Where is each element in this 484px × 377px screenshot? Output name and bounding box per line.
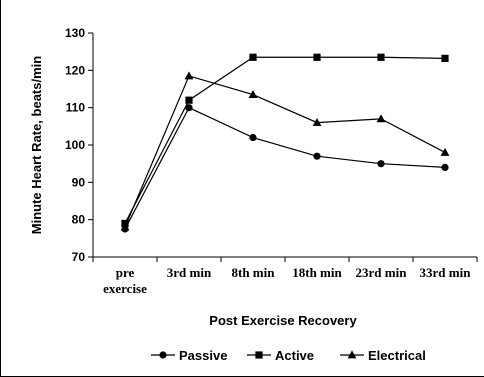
y-tick-label: 90 [72,175,86,189]
legend-item-electrical: Electrical [340,348,426,363]
passive-data-point [377,160,385,168]
x-tick-label: 8th min [232,265,276,280]
y-tick-label: 80 [72,213,86,227]
y-tick-label: 70 [72,250,86,264]
legend: Passive Active Electrical [151,348,426,363]
y-axis-ticks: 70 80 90 100 110 120 130 [65,26,93,264]
legend-marker-square [255,351,263,359]
electrical-data-point [440,147,450,156]
electrical-data-point [120,222,130,231]
legend-label: Active [275,348,314,363]
y-tick-label: 120 [65,63,85,77]
passive-data-point [441,163,449,171]
legend-item-active: Active [247,348,314,363]
electrical-series-line [124,75,446,228]
legend-label: Electrical [368,348,426,363]
passive-data-point [313,152,321,160]
x-axis-label: Post Exercise Recovery [209,313,357,328]
passive-data-point [249,133,257,142]
passive-series-line [124,106,446,230]
active-series-line [124,56,446,224]
y-tick-label: 100 [65,138,85,152]
x-tick-label: exercise [103,281,147,296]
legend-label: Passive [179,348,227,363]
active-data-point [377,53,385,61]
x-tick-label: 33rd min [420,265,472,280]
legend-marker-circle [159,351,167,359]
y-axis-label: Minute Heart Rate, beats/min [29,56,44,234]
electrical-data-point [248,90,258,98]
y-tick-label: 130 [65,26,85,40]
x-tick-label: 18th min [292,265,342,280]
active-data-point [313,53,321,61]
x-tick-label: 23rd min [356,265,408,280]
x-tick-label: 3rd min [167,265,212,280]
x-tick-label: pre [116,265,135,280]
electrical-data-point [312,118,322,126]
legend-item-passive: Passive [151,348,227,363]
y-tick-label: 110 [66,101,86,115]
electrical-data-point [376,114,386,123]
active-data-point [441,54,449,62]
series-group [120,53,450,233]
passive-data-point [185,104,193,112]
active-data-point [249,53,257,61]
electrical-data-point [184,71,194,80]
legend-marker-triangle [347,350,357,359]
active-data-point [185,96,193,104]
